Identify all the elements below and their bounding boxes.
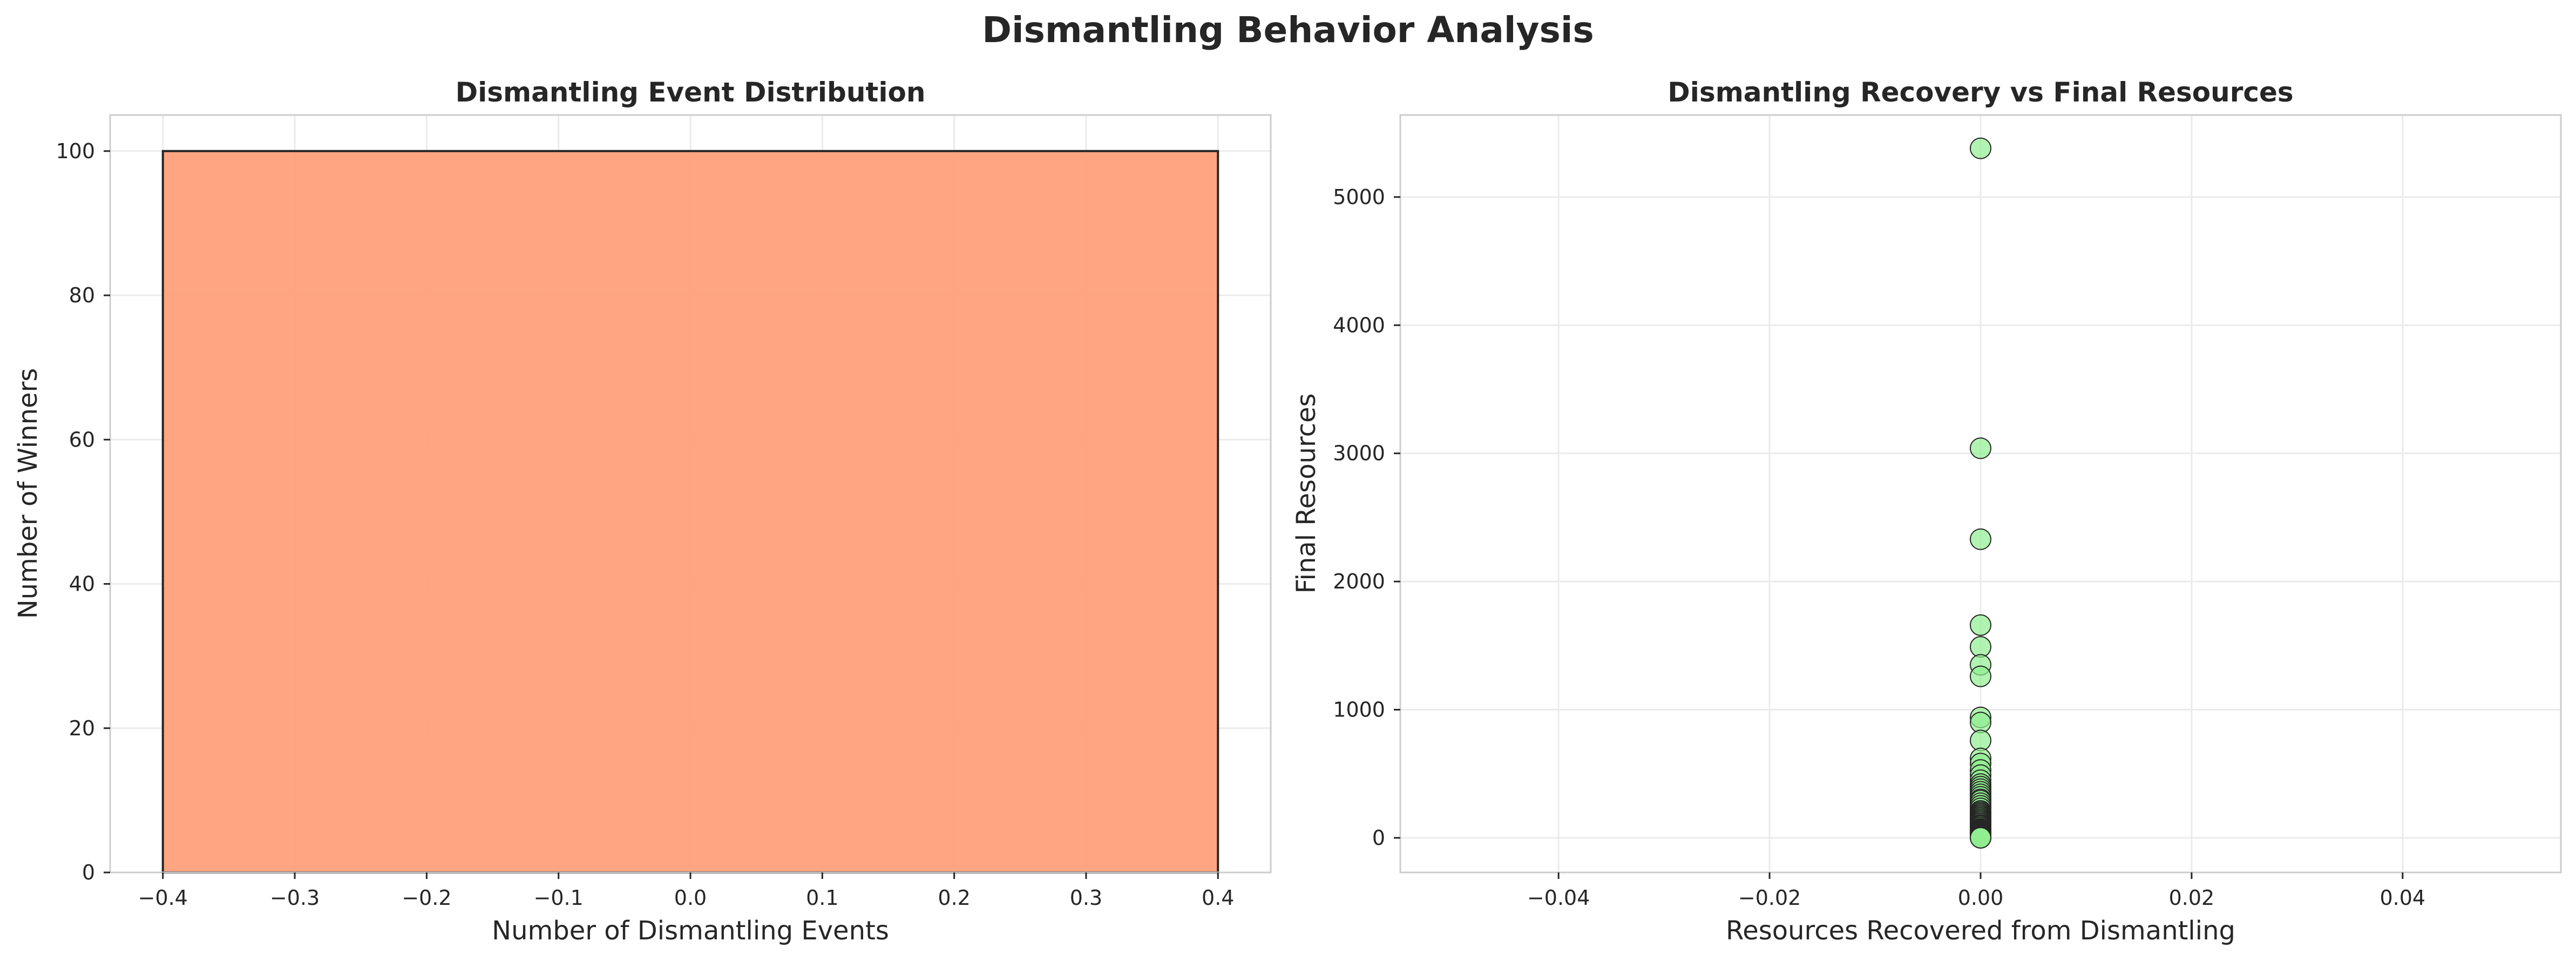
scatter-title: Dismantling Recovery vs Final Resources [1667, 77, 2293, 108]
scatter-point [1970, 137, 1991, 159]
histogram-y-tick-label: 0 [82, 861, 95, 884]
scatter-x-tick-label: 0.02 [2169, 886, 2215, 910]
scatter-y-tick-label: 5000 [1333, 185, 1385, 209]
scatter-point [1970, 528, 1991, 550]
histogram-x-ticks: −0.4 −0.3 −0.2 −0.1 0.0 0.1 0.2 0.3 0.4 [138, 872, 1234, 910]
histogram-x-tick-label: −0.2 [402, 886, 451, 910]
scatter-x-tick-label: −0.02 [1738, 886, 1801, 910]
histogram-x-tick-label: −0.1 [534, 886, 584, 910]
histogram-x-tick-label: 0.2 [938, 886, 970, 910]
scatter-y-tick-label: 2000 [1333, 570, 1385, 593]
histogram-bars [161, 150, 1219, 874]
histogram-y-tick-label: 20 [69, 716, 95, 740]
histogram-x-axis-label: Number of Dismantling Events [492, 916, 889, 946]
figure-title: Dismantling Behavior Analysis [982, 9, 1594, 51]
scatter-points [1970, 137, 1991, 849]
histogram-y-tick-label: 40 [69, 572, 95, 596]
scatter-point [1970, 437, 1991, 459]
scatter-x-tick-label: 0.04 [2380, 886, 2426, 910]
scatter-y-tick-label: 4000 [1333, 313, 1385, 337]
scatter-y-ticks: 0 1000 2000 3000 4000 5000 [1333, 185, 1400, 850]
histogram-x-tick-label: −0.4 [138, 886, 188, 910]
scatter-point [1970, 827, 1991, 849]
scatter-x-axis-label: Resources Recovered from Dismantling [1726, 916, 2235, 946]
histogram-x-tick-label: 0.4 [1202, 886, 1234, 910]
histogram-y-tick-label: 100 [56, 139, 95, 163]
scatter-x-ticks: −0.04 −0.02 0.00 0.02 0.04 [1527, 872, 2425, 910]
histogram-bar [161, 150, 1219, 874]
histogram-y-ticks: 0 20 40 60 80 100 [56, 139, 110, 884]
histogram-x-tick-label: 0.0 [674, 886, 707, 910]
histogram-panel: Dismantling Event Distribution −0.4 −0.3−… [13, 77, 1272, 946]
histogram-y-tick-label: 80 [69, 283, 95, 307]
histogram-x-tick-label: −0.3 [270, 886, 320, 910]
histogram-x-tick-label: 0.1 [806, 886, 838, 910]
scatter-y-tick-label: 1000 [1333, 698, 1385, 722]
scatter-y-tick-label: 0 [1372, 826, 1385, 850]
histogram-y-tick-label: 60 [69, 428, 95, 451]
scatter-point [1970, 614, 1991, 636]
scatter-x-tick-label: 0.00 [1958, 886, 2004, 910]
histogram-x-tick-label: 0.3 [1070, 886, 1102, 910]
histogram-y-axis-label: Number of Winners [13, 368, 43, 619]
scatter-y-tick-label: 3000 [1333, 442, 1385, 465]
scatter-y-axis-label: Final Resources [1291, 393, 1321, 593]
histogram-title: Dismantling Event Distribution [456, 77, 926, 108]
scatter-point [1970, 665, 1991, 687]
scatter-x-tick-label: −0.04 [1527, 886, 1590, 910]
scatter-panel: Dismantling Recovery vs Final Resources … [1291, 77, 2562, 946]
